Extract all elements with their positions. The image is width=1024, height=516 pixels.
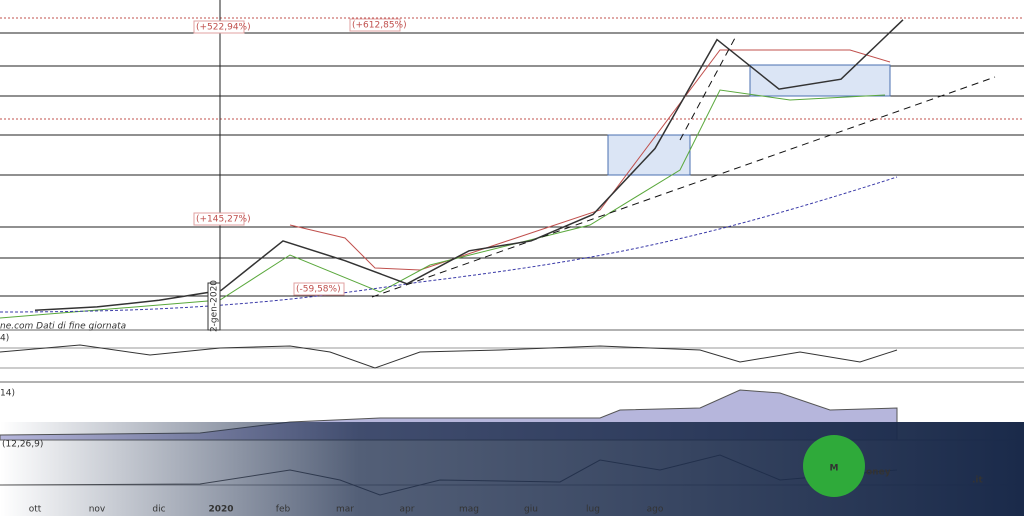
annotation: (+522,94%) (196, 23, 251, 33)
date-box (207, 282, 221, 331)
annotation-box (193, 212, 245, 226)
x-tick-label: lug (586, 505, 600, 515)
logo-initial: M (830, 464, 839, 474)
logo-word: oney (866, 468, 891, 478)
x-tick-label: mar (336, 505, 354, 515)
x-tick-label: feb (276, 505, 291, 515)
panel-label: 4) (0, 334, 9, 344)
x-tick-label: dic (152, 505, 165, 515)
source-note: ne.com Dati di fine giornata (0, 322, 126, 332)
price-line (34, 19, 904, 311)
x-tick-label: mag (459, 505, 479, 515)
panel-label: 14) (0, 389, 15, 399)
annotation-box (193, 20, 245, 34)
panel-label: (12,26,9) (2, 440, 43, 450)
annotation: (-59,58%) (296, 285, 341, 295)
x-tick-label: ago (647, 505, 664, 515)
annotation: (+145,27%) (196, 215, 251, 225)
date-label: 2-gen-2020 (210, 280, 220, 332)
x-tick-label: apr (400, 505, 415, 515)
x-tick-label: 2020 (208, 505, 233, 515)
x-tick-label: ott (29, 505, 42, 515)
annotation-box (349, 18, 401, 32)
x-tick-label: nov (89, 505, 106, 515)
logo-suffix: .it (972, 476, 984, 486)
annotation-box (293, 282, 345, 296)
annotation: (+612,85%) (352, 21, 407, 31)
x-tick-label: giu (524, 505, 538, 515)
